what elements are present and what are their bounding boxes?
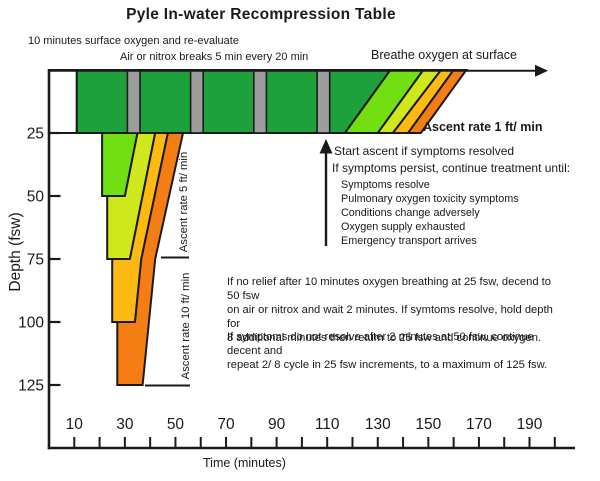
list-item: Pulmonary oxygen toxicity symptoms: [341, 193, 519, 205]
x-tick-label-10: 10: [66, 416, 84, 433]
y-axis-title: Depth (fsw): [7, 212, 24, 292]
air-break-4: [316, 69, 331, 134]
list-item: Emergency transport arrives: [341, 235, 477, 247]
start-ascent-arrowhead-icon: [319, 139, 333, 154]
y-tick-label-75: 75: [27, 252, 44, 269]
persist-condition-list: Symptoms resolve Pulmonary oxygen toxici…: [341, 178, 519, 248]
x-tick-label-130: 130: [365, 416, 391, 433]
surface-arrowhead-icon: [535, 64, 548, 77]
x-tick-label-170: 170: [466, 416, 492, 433]
page-title: Pyle In-water Recompression Table: [126, 6, 396, 23]
list-item: Conditions change adversely: [341, 207, 480, 219]
annotation-start-ascent: Start ascent if symptoms resolved: [334, 144, 515, 158]
annotation-surface-oxygen: 10 minutes surface oxygen and re-evaluat…: [28, 35, 239, 47]
x-tick-label-70: 70: [217, 416, 235, 433]
y-tick-label-100: 100: [18, 315, 44, 332]
list-item: Symptoms resolve: [341, 179, 430, 191]
x-tick-label-30: 30: [116, 416, 134, 433]
x-tick-label-110: 110: [315, 416, 340, 433]
x-tick-label-150: 150: [415, 416, 441, 433]
annotation-persist-header: If symptoms persist, continue treatment …: [332, 161, 571, 175]
x-tick-label-190: 190: [517, 416, 543, 433]
layer-oxygen-25fsw-band: [75, 69, 393, 134]
x-tick-label-90: 90: [268, 416, 286, 433]
air-break-1: [126, 69, 141, 134]
label-ascent-rate-5ft: Ascent rate 5 ft/ min: [178, 151, 190, 253]
air-break-2: [189, 69, 205, 134]
x-tick-label-50: 50: [167, 416, 185, 433]
layer-step-125fsw: [116, 132, 185, 386]
list-item: Oxygen supply exhausted: [341, 221, 466, 233]
label-ascent-rate-1ft: Ascent rate 1 ft/ min: [423, 120, 543, 134]
air-break-3: [253, 69, 268, 134]
annotation-air-breaks: Air or nitrox breaks 5 min every 20 min: [120, 51, 309, 63]
layer-surface-interval: [48, 69, 78, 134]
x-axis-title: Time (minutes): [203, 456, 286, 470]
annotation-breathe-oxygen-surface: Breathe oxygen at surface: [371, 48, 517, 62]
y-tick-label-25: 25: [27, 126, 44, 143]
label-ascent-rate-10ft: Ascent rate 10 ft/ min: [180, 272, 192, 380]
y-tick-label-125: 125: [18, 378, 44, 395]
y-tick-label-50: 50: [27, 189, 45, 206]
note-paragraph-1: If no relief after 10 minutes oxygen bre…: [227, 276, 553, 344]
note-paragraph-2: If symptoms do not resolve after 2 minut…: [227, 331, 548, 371]
